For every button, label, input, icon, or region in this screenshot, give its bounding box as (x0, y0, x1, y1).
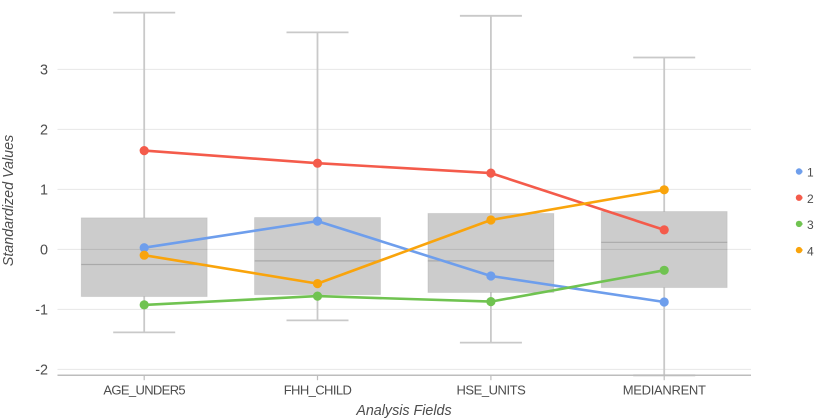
svg-text:2: 2 (40, 123, 48, 139)
svg-text:-2: -2 (35, 363, 48, 379)
svg-text:0: 0 (40, 243, 48, 259)
svg-text:MEDIANRENT: MEDIANRENT (623, 383, 706, 398)
svg-text:4: 4 (807, 244, 814, 258)
svg-text:Standardized Values: Standardized Values (1, 135, 17, 266)
svg-text:1: 1 (40, 183, 48, 199)
svg-text:HSE_UNITS: HSE_UNITS (456, 383, 526, 398)
svg-text:AGE_UNDER5: AGE_UNDER5 (103, 383, 185, 398)
svg-text:Analysis Fields: Analysis Fields (355, 403, 451, 419)
svg-text:3: 3 (807, 218, 814, 232)
svg-text:2: 2 (807, 192, 814, 206)
svg-text:FHH_CHILD: FHH_CHILD (284, 383, 352, 398)
svg-text:-1: -1 (35, 303, 48, 319)
svg-text:3: 3 (40, 63, 48, 79)
svg-text:1: 1 (807, 166, 814, 180)
